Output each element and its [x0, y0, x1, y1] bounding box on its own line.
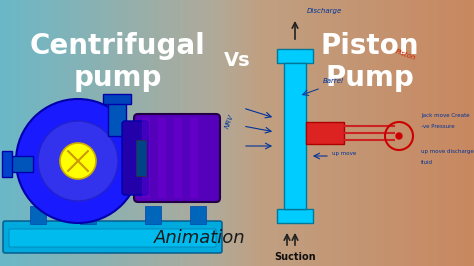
FancyBboxPatch shape — [134, 114, 220, 202]
Text: fluid: fluid — [421, 160, 433, 164]
FancyBboxPatch shape — [80, 206, 96, 224]
Text: pump: pump — [74, 64, 162, 92]
FancyBboxPatch shape — [103, 94, 131, 104]
FancyBboxPatch shape — [284, 63, 306, 209]
Text: -ve Pressure: -ve Pressure — [421, 123, 455, 128]
Text: Centrifugal: Centrifugal — [30, 32, 206, 60]
Text: Animation: Animation — [154, 229, 246, 247]
Circle shape — [16, 99, 140, 223]
FancyBboxPatch shape — [190, 118, 198, 198]
Circle shape — [396, 133, 402, 139]
FancyBboxPatch shape — [306, 122, 344, 144]
FancyBboxPatch shape — [190, 206, 206, 224]
FancyBboxPatch shape — [145, 206, 161, 224]
FancyBboxPatch shape — [136, 140, 146, 176]
FancyBboxPatch shape — [5, 156, 33, 172]
FancyBboxPatch shape — [142, 118, 150, 198]
Text: Vs: Vs — [224, 52, 250, 70]
FancyBboxPatch shape — [30, 206, 46, 224]
Text: up move discharge: up move discharge — [421, 149, 474, 155]
Text: NRV: NRV — [224, 113, 235, 129]
FancyBboxPatch shape — [2, 151, 12, 177]
FancyBboxPatch shape — [277, 49, 313, 63]
Text: Suction: Suction — [274, 252, 316, 262]
Circle shape — [38, 121, 118, 201]
FancyBboxPatch shape — [122, 121, 148, 195]
Text: Barrel: Barrel — [323, 78, 344, 84]
FancyBboxPatch shape — [277, 209, 313, 223]
Circle shape — [60, 143, 96, 179]
Text: Discharge: Discharge — [307, 8, 342, 14]
FancyBboxPatch shape — [9, 229, 216, 247]
FancyBboxPatch shape — [174, 118, 182, 198]
Text: Piston: Piston — [394, 48, 416, 61]
Text: Jack move Create: Jack move Create — [421, 114, 470, 118]
FancyBboxPatch shape — [158, 118, 166, 198]
Text: up move: up move — [332, 151, 356, 156]
Text: Pump: Pump — [326, 64, 414, 92]
Text: Piston: Piston — [321, 32, 419, 60]
FancyBboxPatch shape — [3, 221, 222, 253]
FancyBboxPatch shape — [108, 101, 126, 136]
